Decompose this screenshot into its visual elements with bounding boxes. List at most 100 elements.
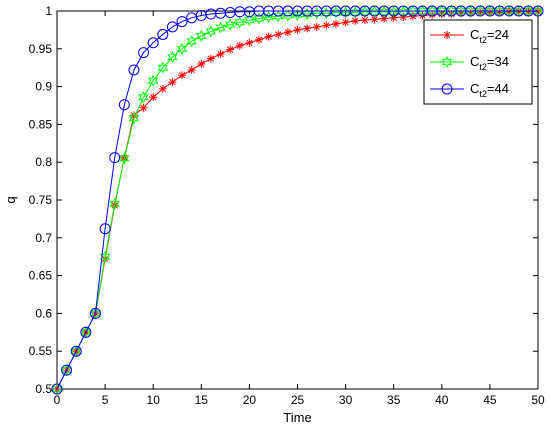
data-point <box>205 25 217 38</box>
y-tick-label: 0.85 <box>29 117 53 131</box>
data-point <box>138 47 150 59</box>
data-point <box>341 18 350 27</box>
y-tick-label: 1 <box>45 4 52 18</box>
legend-entry: Ct2=24 <box>430 27 509 45</box>
x-tick-label: 5 <box>102 393 109 407</box>
data-point <box>176 42 188 55</box>
data-point <box>157 28 169 40</box>
data-point <box>109 197 121 210</box>
y-tick-label: 0.8 <box>35 155 52 169</box>
legend-label-value: =24 <box>487 27 509 42</box>
x-axis-label: Time <box>283 410 311 425</box>
data-point <box>139 103 148 112</box>
x-tick-label: 10 <box>147 393 161 407</box>
y-tick-label: 0.75 <box>29 193 53 207</box>
data-point <box>195 29 207 43</box>
data-point <box>138 91 149 104</box>
legend-label-subscript: t2 <box>479 62 487 72</box>
data-point <box>167 50 178 64</box>
data-point <box>128 112 140 125</box>
data-point <box>176 16 188 28</box>
data-point <box>274 30 283 39</box>
legend-label: Ct2=44 <box>470 81 509 99</box>
data-point <box>441 55 453 69</box>
x-tick-label: 30 <box>339 393 353 407</box>
x-tick-label: 45 <box>483 393 497 407</box>
x-tick-label: 25 <box>291 393 305 407</box>
data-point <box>147 37 159 49</box>
data-point <box>157 61 169 74</box>
data-point <box>235 41 244 50</box>
data-point <box>51 383 63 395</box>
x-tick-label: 50 <box>531 393 545 407</box>
data-point <box>186 35 198 48</box>
data-point <box>178 71 187 80</box>
data-point <box>166 21 178 33</box>
legend-label-value: =44 <box>487 81 509 96</box>
data-point <box>80 326 92 338</box>
legend-label: Ct2=34 <box>470 54 509 72</box>
x-tick-label: 15 <box>195 393 209 407</box>
y-tick-label: 0.9 <box>35 80 52 94</box>
data-point <box>187 65 196 74</box>
data-point <box>264 32 273 41</box>
data-point <box>253 12 265 25</box>
data-point <box>255 35 264 44</box>
data-point <box>312 22 321 31</box>
legend-label-name: C <box>470 54 479 69</box>
data-point <box>303 24 312 33</box>
data-point <box>109 152 121 164</box>
data-point <box>118 99 130 111</box>
data-point <box>89 307 101 319</box>
legend-label-value: =34 <box>487 54 509 69</box>
legend-label: Ct2=24 <box>470 27 509 45</box>
data-point <box>197 59 206 68</box>
data-point <box>443 31 451 39</box>
x-tick-label: 20 <box>243 393 257 407</box>
legend-label-name: C <box>470 27 479 42</box>
axis-ticks: 0 5 10 15 20 25 30 35 40 45 50 0.5 0.55 0.6 0.65 0.7 0.7… <box>29 4 545 407</box>
data-point <box>99 223 111 235</box>
data-point <box>216 50 225 59</box>
data-point <box>234 16 246 29</box>
data-point <box>245 38 254 47</box>
legend-label-subscript: t2 <box>479 89 487 99</box>
y-tick-label: 0.65 <box>29 269 53 283</box>
data-point <box>215 21 226 34</box>
series-3 <box>51 5 544 395</box>
data-point <box>158 84 167 93</box>
legend-entry: Ct2=34 <box>430 54 509 72</box>
data-point <box>532 5 544 17</box>
x-tick-label: 40 <box>435 393 449 407</box>
data-point <box>226 45 235 54</box>
data-point <box>331 19 340 28</box>
y-tick-label: 0.95 <box>29 42 53 56</box>
y-tick-label: 0.5 <box>35 382 52 396</box>
data-point <box>168 78 177 87</box>
data-point <box>61 364 73 376</box>
x-tick-label: 35 <box>387 393 401 407</box>
x-tick-label: 0 <box>54 393 61 407</box>
y-tick-label: 0.7 <box>35 231 52 245</box>
data-point <box>149 93 158 102</box>
data-point <box>322 21 331 30</box>
data-point <box>70 345 82 357</box>
data-point <box>147 74 159 87</box>
series-line <box>56 10 538 390</box>
legend-label-name: C <box>470 81 479 96</box>
data-point <box>128 64 140 76</box>
data-point <box>99 250 111 263</box>
y-tick-label: 0.55 <box>29 344 53 358</box>
data-point <box>244 13 255 27</box>
legend-entry: Ct2=44 <box>430 81 509 99</box>
y-axis-label: q <box>3 196 18 203</box>
legend-label-subscript: t2 <box>479 35 487 45</box>
data-point <box>224 18 236 31</box>
data-point <box>118 152 130 165</box>
y-tick-label: 0.6 <box>35 306 52 320</box>
data-point <box>293 25 302 34</box>
data-point <box>263 10 274 24</box>
data-point <box>441 83 453 95</box>
